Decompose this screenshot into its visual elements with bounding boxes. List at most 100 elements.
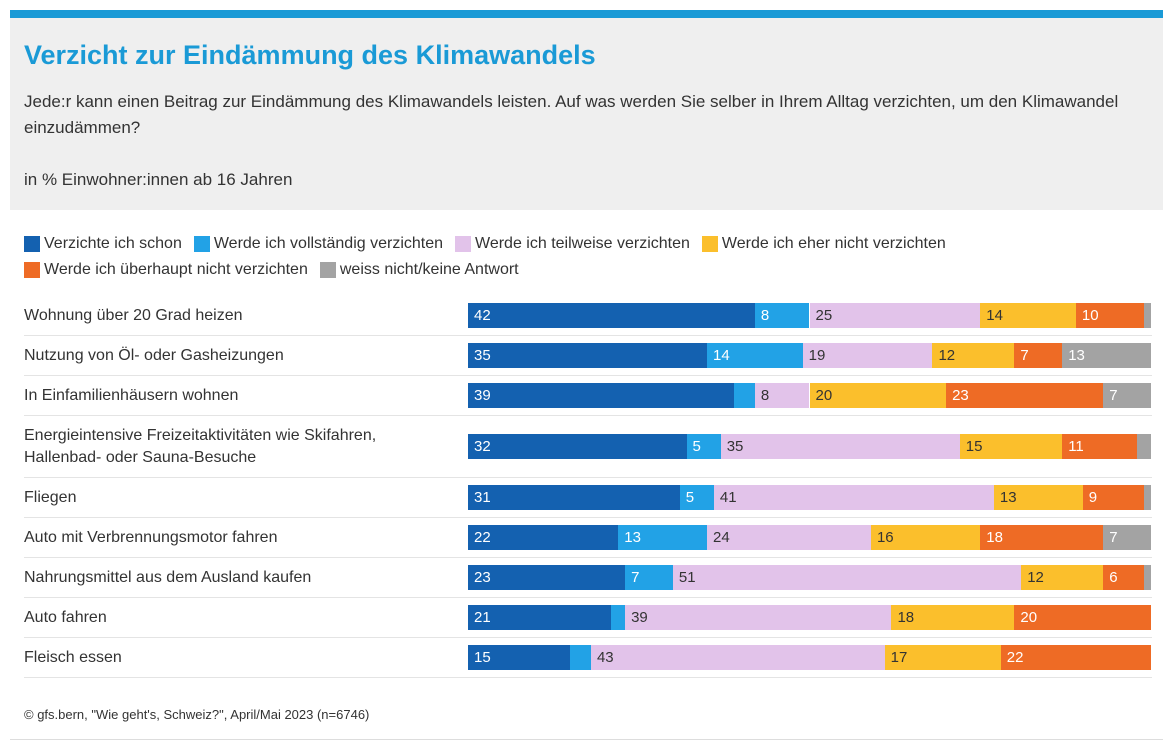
data-label: 43: [596, 649, 614, 666]
bar-segment: 51: [672, 565, 1022, 590]
bar-segment: 42: [468, 303, 755, 328]
legend-label: Werde ich eher nicht verzichten: [721, 235, 946, 252]
bar-segment: 5: [686, 434, 721, 459]
data-label: 7: [631, 569, 640, 586]
data-label: 23: [474, 569, 491, 586]
data-label: 14: [986, 307, 1003, 324]
data-label: 18: [897, 609, 915, 626]
bar-segment: 14: [707, 343, 803, 368]
bar-segment: 23: [468, 565, 626, 590]
bar-segment: 11: [1062, 434, 1138, 459]
bar-segment: 22: [468, 525, 619, 550]
category-label: Fliegen: [24, 489, 77, 506]
bar-group: 23 7 51 12 6: [468, 565, 1151, 590]
bar-segment: [734, 383, 755, 408]
category-label: Auto fahren: [24, 609, 107, 626]
legend-item: Verzichte ich schon: [24, 233, 182, 255]
legend-swatch: [193, 236, 210, 252]
data-label: 7: [1109, 529, 1118, 546]
category-label: Fleisch essen: [24, 649, 122, 666]
data-label: 12: [1027, 569, 1044, 586]
bar-segment: [1144, 485, 1151, 510]
source: © gfs.bern, "Wie geht's, Schweiz?", Apri…: [24, 707, 370, 722]
legend-swatch: [24, 236, 40, 252]
bar-segment: 16: [870, 525, 981, 550]
data-label: 17: [890, 649, 908, 666]
bar-segment: 5: [679, 485, 714, 510]
data-label: 13: [624, 529, 641, 546]
bar-group: 15 43 17 22: [468, 645, 1151, 670]
bar-segment: [570, 645, 591, 670]
legend: Verzichte ich schon Werde ich vollständig…: [24, 233, 1154, 281]
legend-swatch: [319, 262, 336, 278]
data-label: 11: [1068, 438, 1084, 455]
chart-title: Verzicht zur Eindämmung des Klimawandels: [24, 40, 596, 70]
legend-label: Werde ich vollständig verzichten: [213, 235, 444, 252]
data-label: 41: [719, 489, 737, 506]
data-label: 20: [815, 387, 833, 404]
plot: Wohnung über 20 Grad heizen 42 8 25 14 10 Nutz…: [24, 296, 1152, 678]
bar-segment: 12: [932, 343, 1015, 368]
bar-segment: 20: [1014, 605, 1151, 630]
data-label: 18: [986, 529, 1003, 546]
data-label: 25: [815, 307, 833, 324]
data-label: 7: [1109, 387, 1118, 404]
data-label: 35: [474, 347, 491, 364]
bar-group: 42 8 25 14 10: [468, 303, 1151, 328]
bar-segment: 35: [720, 434, 960, 459]
category-label: Wohnung über 20 Grad heizen: [24, 307, 243, 324]
chart-subtitle: Jede:r kann einen Beitrag zur Eindämmung…: [24, 92, 1119, 137]
bar-segment: 7: [1014, 343, 1063, 368]
data-label: 21: [474, 609, 491, 626]
legend-swatch: [701, 236, 718, 252]
bar-segment: 25: [809, 303, 981, 328]
legend-item: Werde ich überhaupt nicht verzichten: [24, 259, 308, 281]
data-label: 13: [1068, 347, 1085, 364]
bar-group: 35 14 19 12 7 13: [468, 343, 1151, 368]
data-label: 22: [474, 529, 491, 546]
data-label: 39: [631, 609, 648, 626]
bar-segment: 20: [809, 383, 947, 408]
bar-segment: [611, 605, 626, 630]
legend-swatch: [24, 262, 40, 278]
bar-segment: 21: [468, 605, 612, 630]
category-label: Nutzung von Öl- oder Gasheizungen: [24, 347, 284, 364]
bar-segment: 39: [468, 383, 735, 408]
data-label: 51: [678, 569, 696, 586]
data-label: 5: [685, 489, 695, 506]
row: Nahrungsmittel aus dem Ausland kaufen 23 7…: [24, 558, 1152, 598]
bar-segment: 13: [618, 525, 708, 550]
bar-segment: 13: [993, 485, 1083, 510]
unit-note: in % Einwohner:innen ab 16 Jahren: [24, 170, 293, 189]
bar-group: 22 13 24 16 18 7: [468, 525, 1151, 550]
bar-segment: 18: [891, 605, 1015, 630]
bar-segment: 7: [1103, 383, 1151, 408]
bar-segment: 17: [884, 645, 1001, 670]
bar-group: 32 5 35 15 11: [468, 434, 1151, 459]
bar-segment: 41: [713, 485, 994, 510]
bar-group: 31 5 41 13 9: [468, 485, 1151, 510]
category-label: Nahrungsmittel aus dem Ausland kaufen: [24, 569, 312, 586]
bar-segment: [1137, 434, 1151, 459]
bar-segment: 7: [625, 565, 673, 590]
data-label: 13: [999, 489, 1017, 506]
bar-segment: 19: [802, 343, 933, 368]
bar-segment: 14: [980, 303, 1076, 328]
legend-item: weiss nicht/keine Antwort: [319, 259, 519, 281]
legend-label: Werde ich teilweise verzichten: [475, 235, 690, 252]
data-label: 19: [808, 347, 826, 364]
divider: [10, 739, 1163, 740]
legend-item: Werde ich vollständig verzichten: [193, 233, 444, 255]
data-label: 14: [713, 347, 730, 364]
data-label: 10: [1081, 307, 1099, 324]
bar-group: 21 39 18 20: [468, 605, 1151, 630]
bar-segment: [1144, 565, 1151, 590]
bar-segment: 35: [468, 343, 708, 368]
bar-segment: 9: [1082, 485, 1145, 510]
data-label: 24: [713, 529, 730, 546]
bar-segment: 22: [1000, 645, 1151, 670]
data-label: 8: [760, 387, 770, 404]
data-label: 42: [474, 307, 491, 324]
row: Energieintensive Freizeitaktivitäten wie…: [24, 416, 1152, 478]
